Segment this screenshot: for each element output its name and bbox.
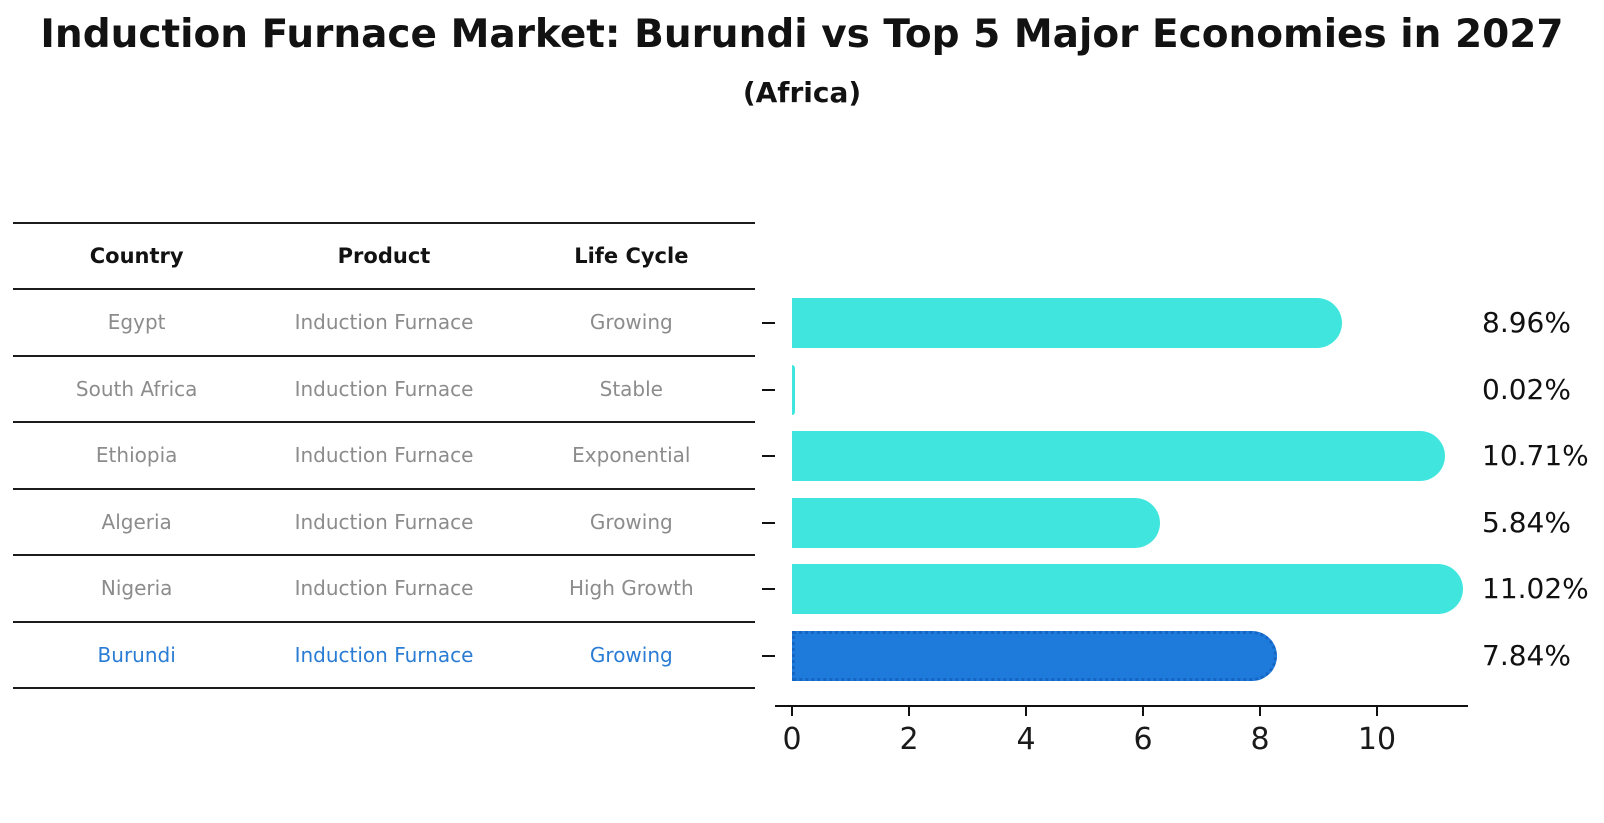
table-row: Egypt Induction Furnace Growing <box>13 290 755 357</box>
bar-value-label: 11.02% <box>1482 572 1589 606</box>
x-axis-tick <box>1142 707 1144 716</box>
cell-country: Burundi <box>97 642 176 667</box>
table-header-row: Country Product Life Cycle <box>13 222 755 290</box>
table-row: Ethiopia Induction Furnace Exponential <box>13 423 755 490</box>
y-axis-tick <box>762 388 775 391</box>
y-axis-tick <box>762 455 775 458</box>
y-axis-tick <box>762 654 775 657</box>
table-row: Burundi Induction Furnace Growing <box>13 623 755 689</box>
cell-life-cycle: Exponential <box>572 443 691 468</box>
x-axis-tick-label: 8 <box>1250 722 1270 757</box>
page-subtitle: (Africa) <box>742 76 862 109</box>
cell-life-cycle: Growing <box>589 642 673 667</box>
x-axis-tick-label: 4 <box>1016 722 1036 757</box>
bar-south-africa <box>792 364 795 415</box>
bar-nigeria <box>792 564 1463 615</box>
column-header-life-cycle: Life Cycle <box>574 244 689 268</box>
x-axis-line <box>775 704 1468 707</box>
bar-value-label: 7.84% <box>1482 638 1571 672</box>
y-axis-tick <box>762 521 775 524</box>
x-axis-tick <box>1376 707 1378 716</box>
x-axis-tick <box>1025 707 1027 716</box>
bar-value-label: 0.02% <box>1482 372 1571 406</box>
bar-chart-plot-area: 0 2 4 6 8 10 <box>762 290 1468 757</box>
y-axis-tick <box>762 588 775 591</box>
cell-life-cycle: High Growth <box>568 576 694 601</box>
cell-product: Induction Furnace <box>294 642 474 667</box>
table-row: South Africa Induction Furnace Stable <box>13 357 755 423</box>
bar-egypt <box>792 298 1343 349</box>
cell-country: Algeria <box>101 509 172 534</box>
y-axis-tick <box>762 322 775 325</box>
x-axis-tick-label: 10 <box>1357 722 1397 757</box>
x-axis-tick-label: 6 <box>1133 722 1153 757</box>
x-axis-tick <box>1259 707 1261 716</box>
x-axis-tick <box>908 707 910 716</box>
cell-country: Ethiopia <box>95 443 178 468</box>
bar-ethiopia <box>792 431 1445 482</box>
cell-country: Egypt <box>107 310 166 335</box>
cell-product: Induction Furnace <box>294 443 474 468</box>
cell-life-cycle: Growing <box>589 310 673 335</box>
x-axis-tick-label: 0 <box>782 722 802 757</box>
column-header-product: Product <box>337 244 431 268</box>
cell-product: Induction Furnace <box>294 310 474 335</box>
page-title: Induction Furnace Market: Burundi vs Top… <box>40 12 1564 57</box>
table-row: Algeria Induction Furnace Growing <box>13 490 755 556</box>
bar-algeria <box>792 497 1160 548</box>
cell-life-cycle: Growing <box>589 509 673 534</box>
x-axis-tick <box>791 707 793 716</box>
cell-product: Induction Furnace <box>294 576 474 601</box>
highlight-bar-burundi <box>792 630 1277 681</box>
table-body: Egypt Induction Furnace Growing South Af… <box>13 290 755 689</box>
cell-product: Induction Furnace <box>294 509 474 534</box>
cell-country: South Africa <box>75 376 198 401</box>
cell-life-cycle: Stable <box>599 376 663 401</box>
country-table: Country Product Life Cycle Egypt Inducti… <box>13 222 755 689</box>
bar-value-label: 8.96% <box>1482 306 1571 340</box>
cell-country: Nigeria <box>100 576 173 601</box>
cell-product: Induction Furnace <box>294 376 474 401</box>
table-row: Nigeria Induction Furnace High Growth <box>13 556 755 623</box>
column-header-country: Country <box>89 244 184 268</box>
bar-value-label: 10.71% <box>1482 439 1589 473</box>
x-axis-tick-label: 2 <box>899 722 919 757</box>
bar-value-label: 5.84% <box>1482 505 1571 539</box>
